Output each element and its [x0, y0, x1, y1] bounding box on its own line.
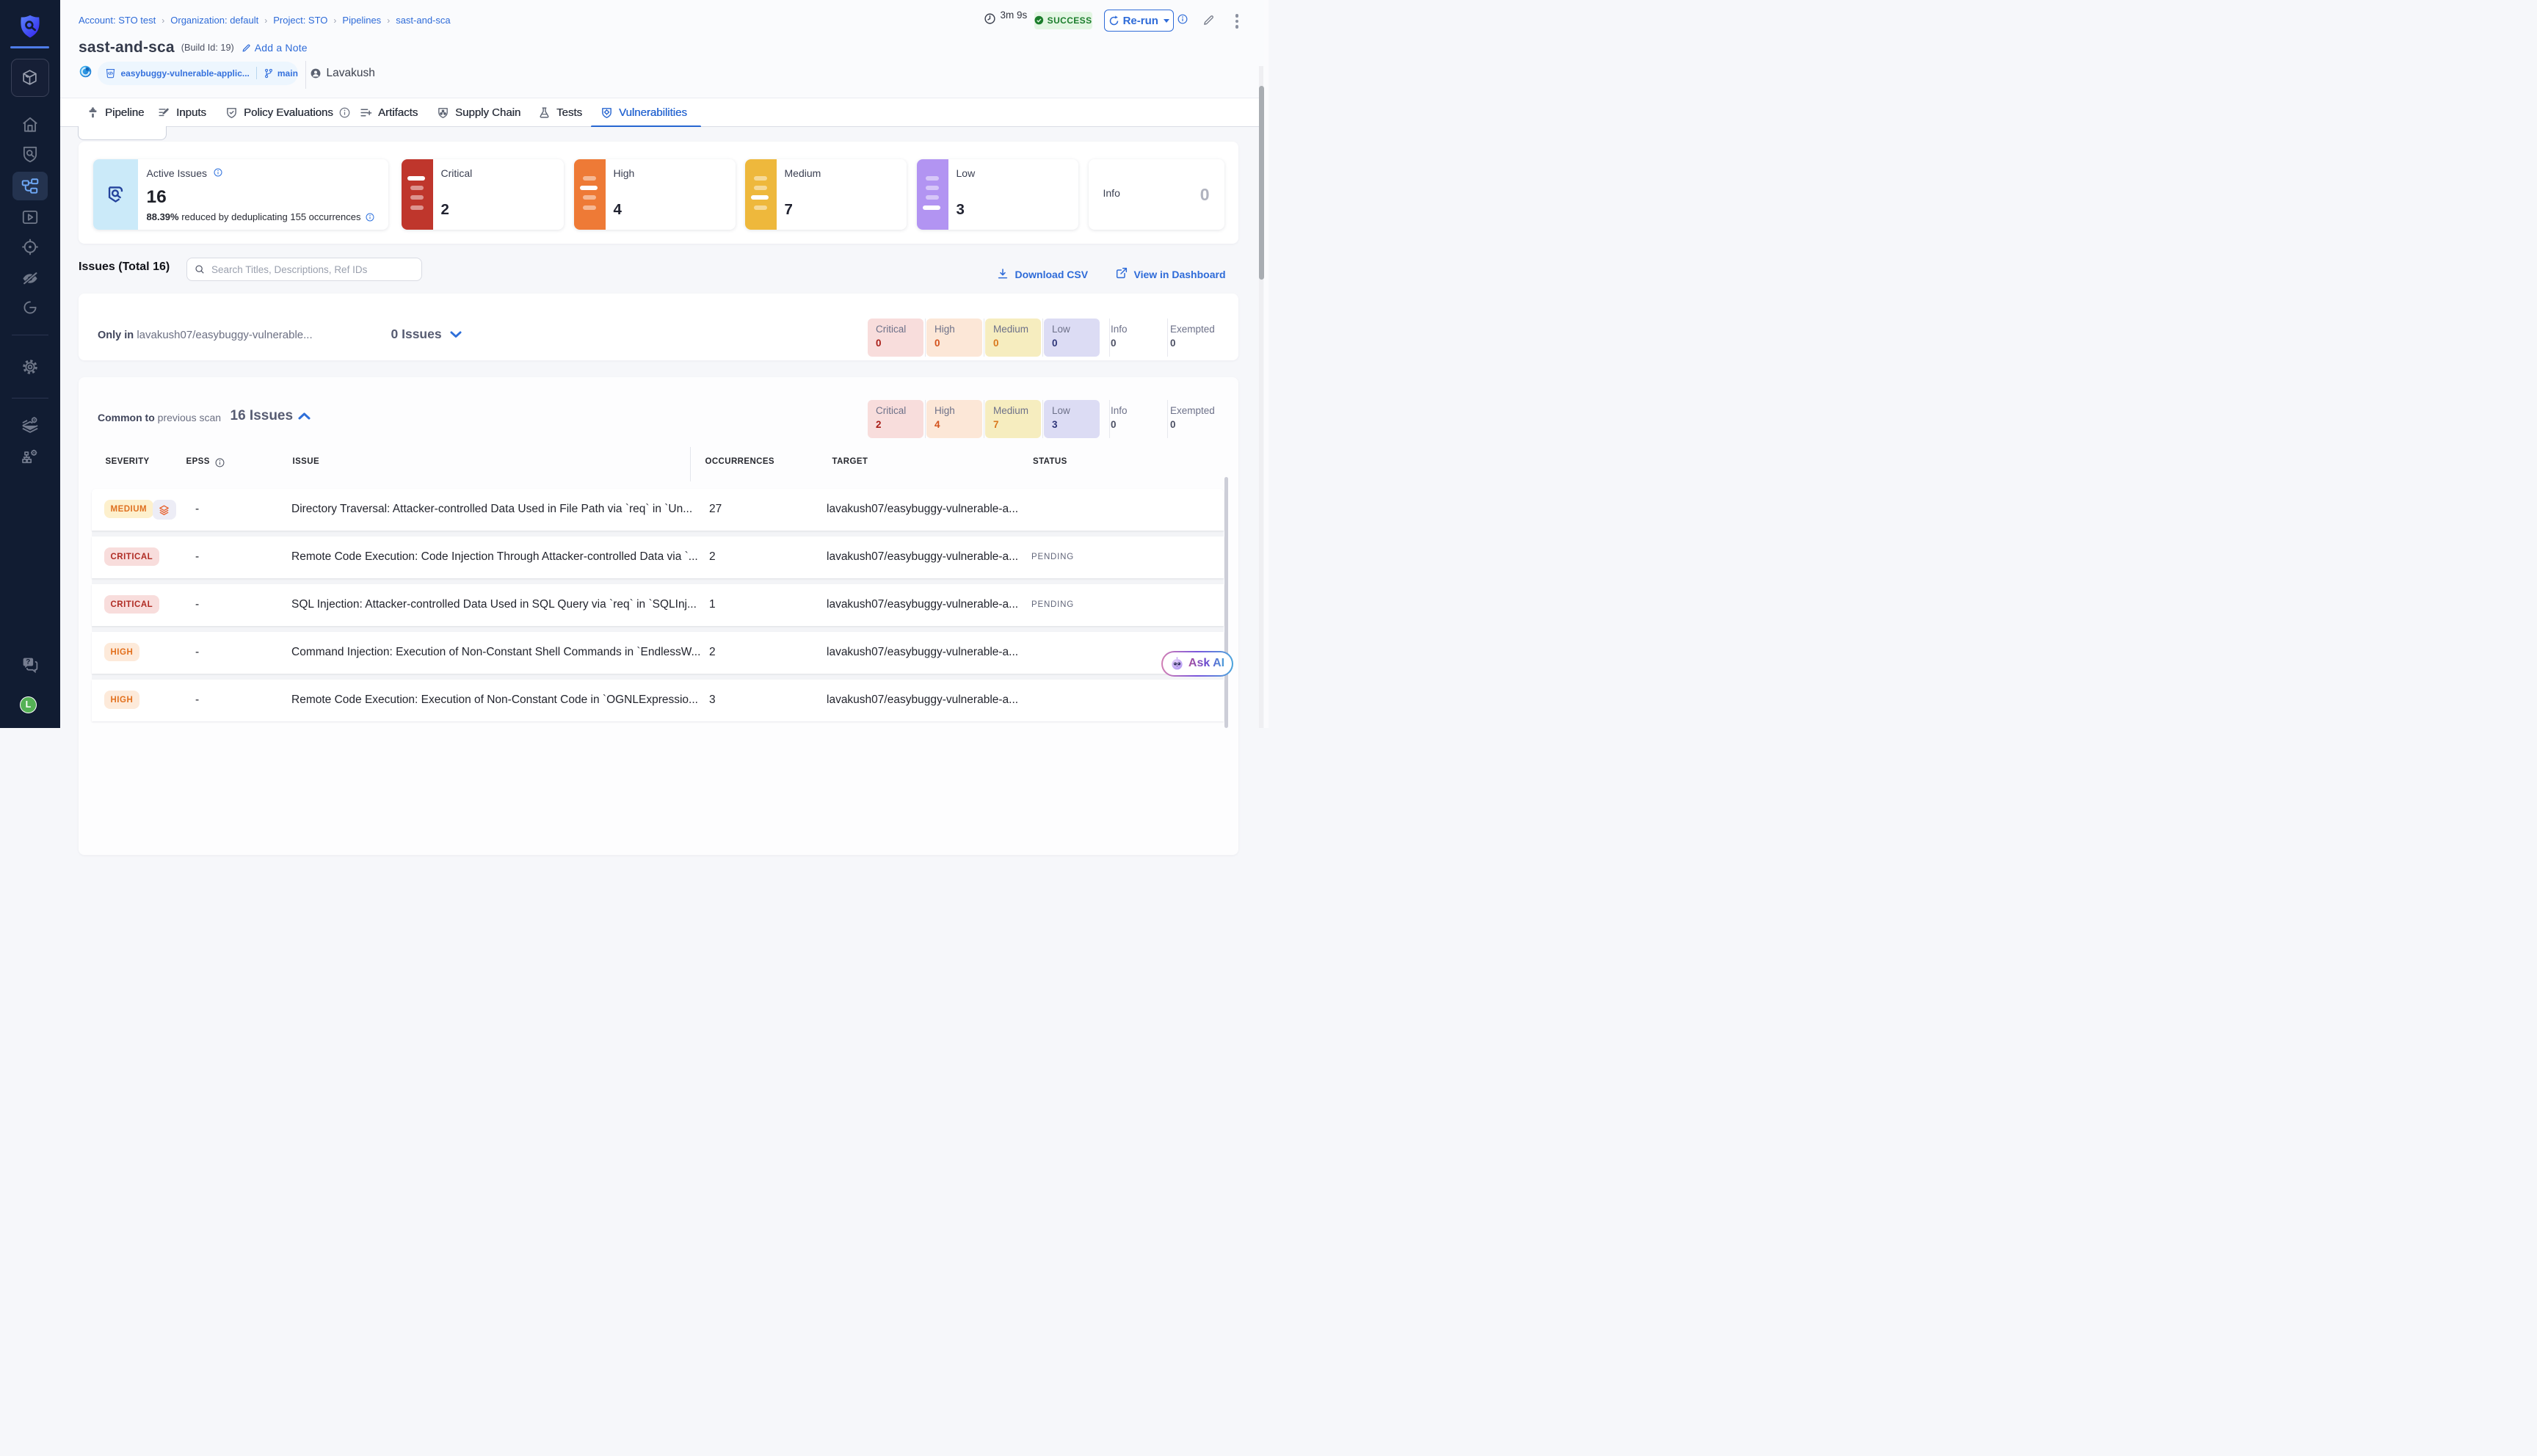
svg-text:?: ?	[26, 658, 30, 666]
